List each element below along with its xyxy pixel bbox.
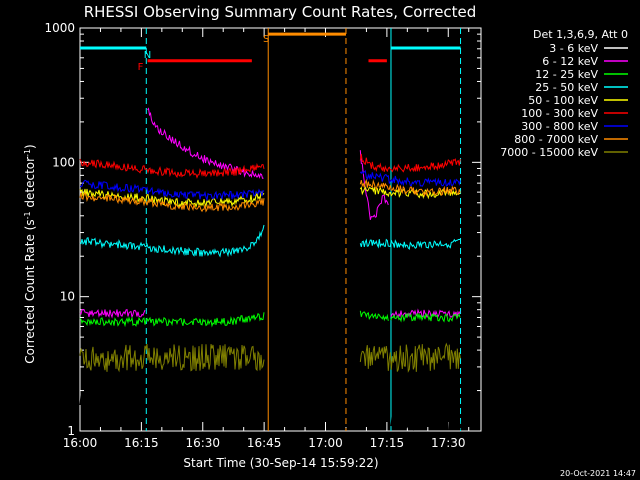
y-axis-label: Corrected Count Rate (s-1 detector-1)	[23, 144, 38, 363]
x-axis-label: Start Time (30-Sep-14 15:59:22)	[183, 456, 378, 470]
series-line	[359, 178, 461, 198]
series-8	[79, 342, 461, 373]
series-line	[79, 192, 265, 213]
y-tick-label: 100	[52, 155, 75, 169]
series-line	[79, 312, 265, 328]
series-6	[79, 169, 461, 202]
y-axis-label-part-3: )	[23, 144, 37, 149]
legend-label: 50 - 100 keV	[528, 94, 598, 107]
x-tick-label: 16:45	[247, 436, 282, 450]
plot-area: 1 10 100 1000 16:00 16:15 16:30 16:45 17:00 17:15…	[44, 21, 482, 450]
series-7	[79, 178, 461, 213]
series-line	[390, 312, 461, 323]
annotation-label: S	[263, 34, 269, 45]
legend-label: 300 - 800 keV	[521, 120, 598, 133]
series-line	[79, 224, 265, 258]
chart-title: RHESSI Observing Summary Count Rates, Co…	[84, 3, 477, 21]
series-3	[79, 224, 461, 258]
legend-label: 3 - 6 keV	[549, 42, 598, 55]
legend-label: 25 - 50 keV	[535, 81, 598, 94]
legend-title: Det 1,3,6,9, Att 0	[533, 28, 628, 41]
series-line	[359, 153, 461, 173]
plot-frame	[79, 27, 482, 432]
legend-label: 6 - 12 keV	[542, 55, 598, 68]
series-line	[359, 310, 389, 322]
series-0	[79, 84, 461, 432]
x-tick-label: 16:15	[124, 436, 159, 450]
series-line	[79, 179, 265, 202]
y-axis-label-sup-2: -1	[23, 149, 32, 157]
legend-label: 800 - 7000 keV	[514, 133, 598, 146]
annotation-label: F	[138, 62, 144, 73]
x-tick-label: 17:00	[308, 436, 343, 450]
annotation-label: N	[144, 50, 151, 61]
y-tick-label: 10	[60, 290, 75, 304]
series-5	[79, 153, 461, 179]
series-line	[147, 107, 264, 179]
x-tick-label: 17:15	[370, 436, 405, 450]
series-line	[79, 392, 146, 431]
series-2	[79, 310, 461, 328]
series-line	[79, 158, 265, 179]
legend-label: 100 - 300 keV	[521, 107, 598, 120]
y-axis-label-part-2: detector	[23, 157, 37, 212]
series-1	[79, 107, 461, 320]
series-line	[79, 343, 265, 373]
x-tick-label: 16:30	[185, 436, 220, 450]
y-axis-label-sup-1: -1	[23, 211, 32, 219]
y-tick-label: 1000	[44, 21, 75, 35]
series-line	[390, 390, 461, 432]
timestamp: 20-Oct-2021 14:47	[560, 469, 636, 478]
series-line	[359, 138, 389, 174]
series-line	[147, 84, 264, 141]
y-tick-label: 1	[67, 424, 75, 438]
x-tick-label: 17:30	[431, 436, 466, 450]
series-line	[359, 169, 461, 187]
y-axis-label-part-1: Corrected Count Rate (s	[23, 219, 37, 363]
series-line	[359, 342, 461, 373]
series-line	[359, 238, 461, 251]
series-line	[79, 308, 146, 320]
x-tick-label: 16:00	[63, 436, 98, 450]
legend-label: 7000 - 15000 keV	[500, 146, 598, 159]
legend-label: 12 - 25 keV	[535, 68, 598, 81]
